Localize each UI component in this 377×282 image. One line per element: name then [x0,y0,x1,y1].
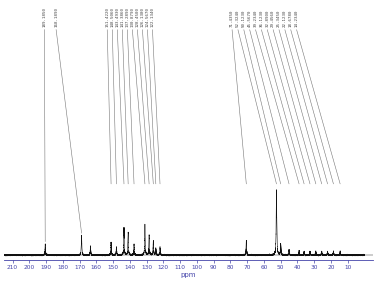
Text: 130.8790: 130.8790 [130,7,134,27]
Text: 189.1850: 189.1850 [42,7,46,27]
Text: 126.1380: 126.1380 [140,7,144,27]
Text: 32.8900: 32.8900 [265,10,269,27]
Text: 36.1230: 36.1230 [259,10,264,27]
Text: 25.3450: 25.3450 [277,10,281,27]
Text: 151.4220: 151.4220 [105,7,109,27]
Text: 50.1230: 50.1230 [242,10,246,27]
Text: 71.4350: 71.4350 [230,10,234,27]
Text: 143.4930: 143.4930 [115,7,119,27]
Text: 45.5670: 45.5670 [248,10,252,27]
Text: 141.3860: 141.3860 [120,7,124,27]
Text: 14.2340: 14.2340 [294,10,299,27]
Text: 18.6780: 18.6780 [289,10,293,27]
Text: 124.5670: 124.5670 [146,7,149,27]
Text: 52.3240: 52.3240 [236,10,240,27]
Text: 29.4560: 29.4560 [271,10,275,27]
Text: 122.1340: 122.1340 [150,7,155,27]
Text: 128.4500: 128.4500 [135,7,139,27]
Text: 137.2890: 137.2890 [125,7,129,27]
Text: 39.2340: 39.2340 [253,10,257,27]
Text: 168.1890: 168.1890 [54,7,58,27]
X-axis label: ppm: ppm [181,272,196,278]
Text: 148.5060: 148.5060 [110,7,114,27]
Text: 22.1230: 22.1230 [283,10,287,27]
